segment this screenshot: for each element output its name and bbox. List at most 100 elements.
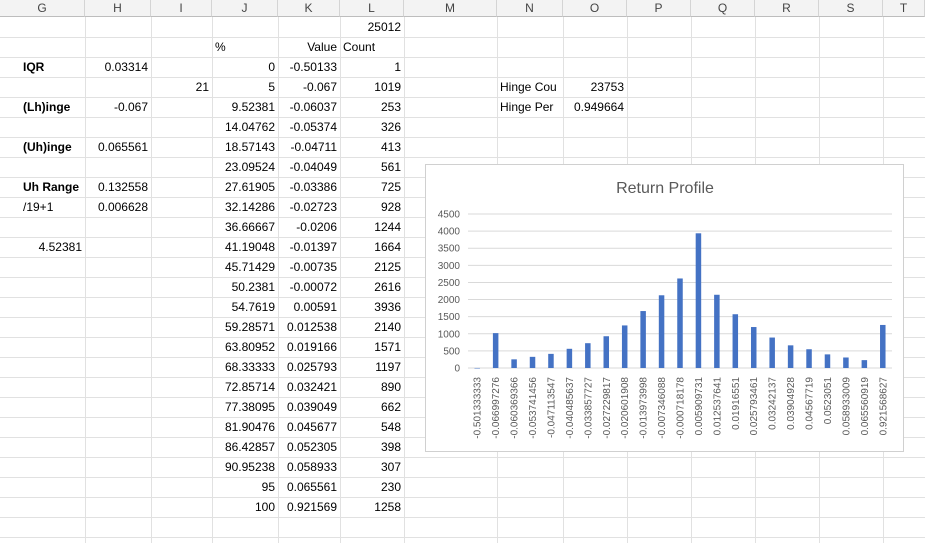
table-cell-pct[interactable]: 63.80952 <box>224 340 275 354</box>
table-cell-count[interactable]: 413 <box>380 140 401 154</box>
table-cell-value[interactable]: -0.06037 <box>289 100 337 114</box>
cell-lhinge-value[interactable]: -0.067 <box>113 100 148 114</box>
table-cell-pct[interactable]: 14.04762 <box>224 120 275 134</box>
cell-divisor-label[interactable]: /19+1 <box>23 200 54 214</box>
cell-uhinge-label[interactable]: (Uh)inge <box>23 140 72 154</box>
table-cell-count[interactable]: 890 <box>380 380 401 394</box>
table-cell-count[interactable]: 1571 <box>374 340 401 354</box>
table-cell-count[interactable]: 1258 <box>374 500 401 514</box>
table-cell-count[interactable]: 1 <box>394 60 401 74</box>
column-header-i[interactable]: I <box>151 0 212 17</box>
column-header-l[interactable]: L <box>340 0 404 17</box>
cell-i-21[interactable]: 21 <box>195 80 209 94</box>
table-cell-value[interactable]: 0.045677 <box>286 420 337 434</box>
table-cell-pct[interactable]: 68.33333 <box>224 360 275 374</box>
cell-iqr-value[interactable]: 0.03314 <box>104 60 148 74</box>
table-cell-count[interactable]: 561 <box>380 160 401 174</box>
cell-hinge-per-label[interactable]: Hinge Per <box>500 100 554 114</box>
table-cell-value[interactable]: -0.0206 <box>296 220 337 234</box>
table-cell-pct[interactable]: 95 <box>261 480 275 494</box>
table-cell-pct[interactable]: 0 <box>268 60 275 74</box>
column-header-k[interactable]: K <box>278 0 340 17</box>
table-cell-value[interactable]: 0.058933 <box>286 460 337 474</box>
table-cell-pct[interactable]: 77.38095 <box>224 400 275 414</box>
table-cell-value[interactable]: -0.50133 <box>289 60 337 74</box>
table-cell-value[interactable]: -0.04711 <box>290 140 337 154</box>
column-header-o[interactable]: O <box>563 0 627 17</box>
table-cell-value[interactable]: 0.025793 <box>286 360 337 374</box>
cell-pct-header[interactable]: % <box>215 40 226 54</box>
table-cell-value[interactable]: -0.04049 <box>289 160 337 174</box>
return-profile-chart[interactable]: Return Profile 0 500 1000 1500 2000 2500 3000 35… <box>425 164 904 452</box>
column-header-s[interactable]: S <box>819 0 883 17</box>
table-cell-count[interactable]: 2125 <box>374 260 401 274</box>
table-cell-pct[interactable]: 32.14286 <box>224 200 275 214</box>
column-header-n[interactable]: N <box>497 0 563 17</box>
table-cell-count[interactable]: 662 <box>380 400 401 414</box>
cell-lhinge-label[interactable]: (Lh)inge <box>23 100 71 114</box>
table-cell-pct[interactable]: 90.95238 <box>224 460 275 474</box>
table-cell-pct[interactable]: 50.2381 <box>231 280 275 294</box>
table-cell-pct[interactable]: 23.09524 <box>224 160 275 174</box>
table-cell-value[interactable]: -0.00735 <box>289 260 337 274</box>
table-cell-value[interactable]: -0.00072 <box>289 280 337 294</box>
table-cell-value[interactable]: -0.01397 <box>289 240 337 254</box>
cell-g-value[interactable]: 4.52381 <box>38 240 82 254</box>
table-cell-pct[interactable]: 81.90476 <box>224 420 275 434</box>
table-cell-value[interactable]: -0.05374 <box>289 120 337 134</box>
cell-hinge-count-label[interactable]: Hinge Cou <box>500 80 557 94</box>
table-cell-pct[interactable]: 5 <box>268 80 275 94</box>
cell-divisor-value[interactable]: 0.006628 <box>97 200 148 214</box>
table-cell-count[interactable]: 1019 <box>374 80 401 94</box>
table-cell-pct[interactable]: 100 <box>254 500 275 514</box>
table-cell-count[interactable]: 326 <box>380 120 401 134</box>
column-header-t[interactable]: T <box>883 0 925 17</box>
column-header-q[interactable]: Q <box>691 0 755 17</box>
column-header-p[interactable]: P <box>627 0 691 17</box>
table-cell-count[interactable]: 2616 <box>374 280 401 294</box>
table-cell-value[interactable]: -0.02723 <box>289 200 337 214</box>
table-cell-value[interactable]: 0.032421 <box>286 380 337 394</box>
table-cell-pct[interactable]: 86.42857 <box>224 440 275 454</box>
column-header-m[interactable]: M <box>404 0 497 17</box>
table-cell-pct[interactable]: 27.61905 <box>224 180 275 194</box>
column-header-j[interactable]: J <box>212 0 278 17</box>
table-cell-count[interactable]: 253 <box>380 100 401 114</box>
table-cell-value[interactable]: 0.012538 <box>286 320 337 334</box>
table-cell-pct[interactable]: 45.71429 <box>224 260 275 274</box>
table-cell-value[interactable]: -0.067 <box>302 80 337 94</box>
cell-count-header[interactable]: Count <box>343 40 376 54</box>
table-cell-count[interactable]: 928 <box>380 200 401 214</box>
table-cell-count[interactable]: 1244 <box>374 220 401 234</box>
table-cell-count[interactable]: 2140 <box>374 320 401 334</box>
cell-hinge-count-value[interactable]: 23753 <box>590 80 624 94</box>
cell-uhinge-value[interactable]: 0.065561 <box>97 140 148 154</box>
cell-uh-range-value[interactable]: 0.132558 <box>97 180 148 194</box>
table-cell-pct[interactable]: 9.52381 <box>231 100 275 114</box>
table-cell-value[interactable]: -0.03386 <box>289 180 337 194</box>
table-cell-count[interactable]: 230 <box>380 480 401 494</box>
table-cell-value[interactable]: 0.039049 <box>286 400 337 414</box>
table-cell-value[interactable]: 0.052305 <box>286 440 337 454</box>
table-cell-count[interactable]: 3936 <box>374 300 401 314</box>
table-cell-count[interactable]: 1664 <box>374 240 401 254</box>
table-cell-value[interactable]: 0.00591 <box>293 300 337 314</box>
table-cell-pct[interactable]: 41.19048 <box>224 240 275 254</box>
column-header-g[interactable]: G <box>0 0 85 17</box>
table-cell-value[interactable]: 0.921569 <box>286 500 337 514</box>
table-cell-count[interactable]: 1197 <box>375 360 401 374</box>
cell-value-header[interactable]: Value <box>307 40 337 54</box>
table-cell-count[interactable]: 307 <box>380 460 401 474</box>
table-cell-value[interactable]: 0.065561 <box>286 480 337 494</box>
cell-hinge-per-value[interactable]: 0.949664 <box>573 100 624 114</box>
column-header-r[interactable]: R <box>755 0 819 17</box>
cell-uh-range-label[interactable]: Uh Range <box>23 180 80 194</box>
table-cell-pct[interactable]: 59.28571 <box>224 320 275 334</box>
table-cell-count[interactable]: 548 <box>380 420 401 434</box>
cell-iqr-label[interactable]: IQR <box>23 60 45 74</box>
table-cell-value[interactable]: 0.019166 <box>286 340 337 354</box>
table-cell-pct[interactable]: 54.7619 <box>231 300 275 314</box>
table-cell-count[interactable]: 725 <box>380 180 401 194</box>
column-header-h[interactable]: H <box>85 0 151 17</box>
